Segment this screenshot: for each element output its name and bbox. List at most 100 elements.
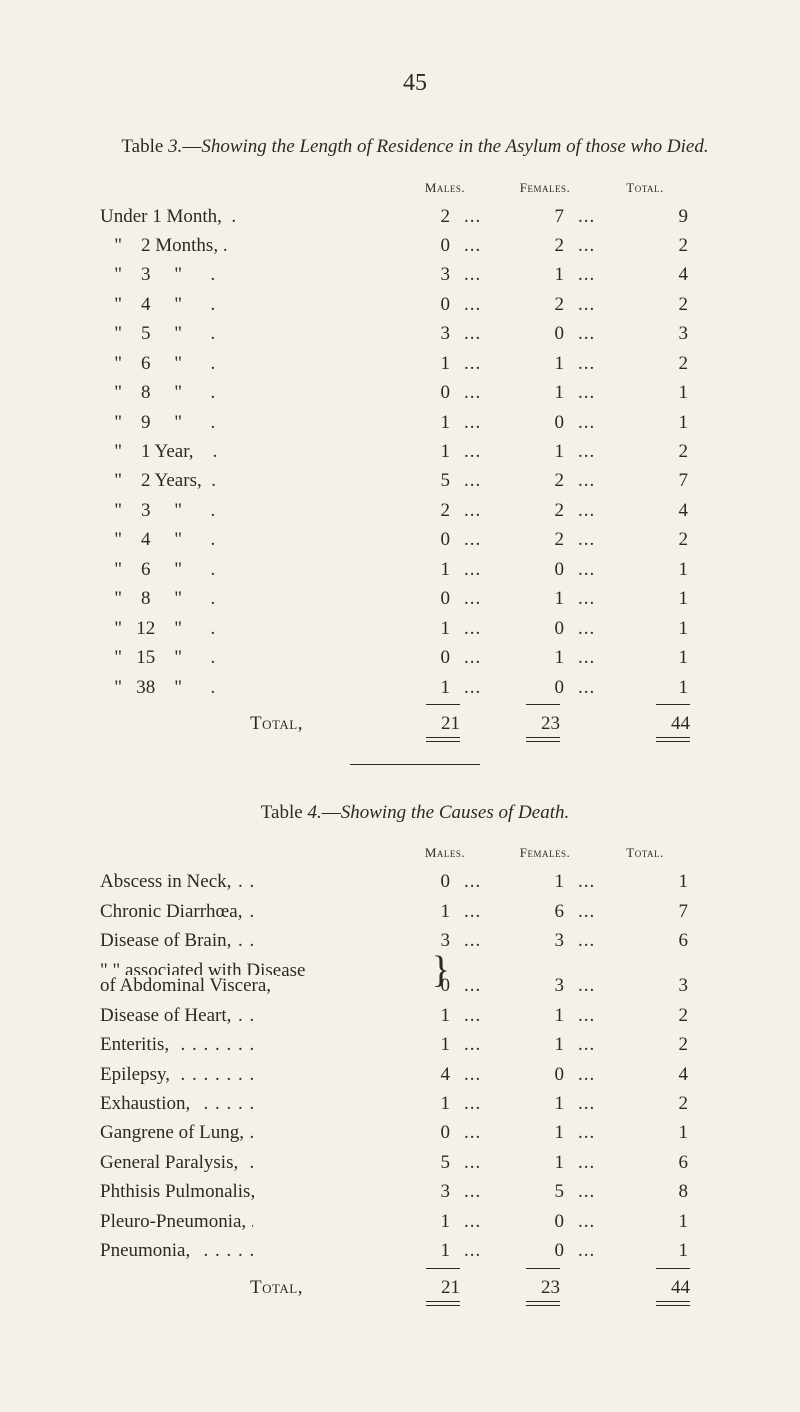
table-row: Exhaustion,1...1...2 [100, 1089, 730, 1118]
table4-rows-b: Disease of Heart,1...1...2Enteritis,1...… [100, 1001, 730, 1266]
row-males: 4 [400, 1060, 456, 1089]
table4-rule-bottom [100, 1301, 730, 1306]
dots: ... [570, 555, 628, 584]
row-males: 0 [400, 525, 456, 554]
row-total: 1 [628, 867, 688, 896]
dots: ... [570, 673, 628, 702]
row-label: Enteritis, [100, 1030, 400, 1059]
table4-title: Table 4.—Showing the Causes of Death. [100, 799, 730, 828]
row-label: " 9 " . [100, 408, 400, 437]
table3-total-label: Total, [100, 713, 400, 735]
table4-total-label: Total, [100, 1277, 400, 1299]
row-males: 0 [400, 1118, 456, 1147]
row-females: 1 [514, 1118, 570, 1147]
assoc-f: 3 [514, 971, 570, 1000]
dots: ... [570, 231, 628, 260]
dots: ... [570, 1177, 628, 1206]
dots: ... [456, 202, 514, 231]
table-row: General Paralysis,5...1...6 [100, 1148, 730, 1177]
dots: ... [570, 1148, 628, 1177]
row-total: 1 [628, 584, 688, 613]
row-females: 0 [514, 673, 570, 702]
row-total: 4 [628, 1060, 688, 1089]
dots: ... [456, 378, 514, 407]
table3-title: Table 3.—Showing the Length of Residence… [100, 133, 730, 162]
row-males: 0 [400, 231, 456, 260]
row-females: 0 [514, 614, 570, 643]
row-total: 4 [628, 496, 688, 525]
dots: ... [456, 971, 514, 1000]
table-row: " 3 " .2...2...4 [100, 496, 730, 525]
dots: ... [456, 867, 514, 896]
header-total: Total. [600, 180, 690, 196]
table-row: " 15 " .0...1...1 [100, 643, 730, 672]
table3-headers: Males. Females. Total. [100, 180, 730, 196]
row-label: Disease of Brain, [100, 926, 400, 955]
dots: ... [570, 926, 628, 955]
dots: ... [570, 1236, 628, 1265]
row-females: 1 [514, 1030, 570, 1059]
table4-headers: Males. Females. Total. [100, 845, 730, 861]
dots: ... [456, 897, 514, 926]
row-total: 2 [628, 231, 688, 260]
table-row: " 6 " .1...0...1 [100, 555, 730, 584]
row-label: Phthisis Pulmonalis, [100, 1177, 400, 1206]
row-males: 1 [400, 555, 456, 584]
dots: ... [570, 1089, 628, 1118]
row-males: 1 [400, 1030, 456, 1059]
row-total: 3 [628, 319, 688, 348]
dots: ... [570, 584, 628, 613]
dots: ... [570, 1001, 628, 1030]
row-total: 4 [628, 260, 688, 289]
row-label: General Paralysis, [100, 1148, 400, 1177]
dots: ... [570, 349, 628, 378]
row-label: " 8 " . [100, 378, 400, 407]
dots: ... [456, 496, 514, 525]
table4-rows-a: Abscess in Neck,0...1...1Chronic Diarrhœ… [100, 867, 730, 955]
table3-rule-bottom [100, 737, 730, 742]
row-males: 1 [400, 1001, 456, 1030]
header4-males: Males. [400, 845, 490, 861]
dots: ... [456, 319, 514, 348]
dots: ... [456, 1001, 514, 1030]
table-row: " 5 " .3...0...3 [100, 319, 730, 348]
row-total: 2 [628, 1089, 688, 1118]
row-males: 1 [400, 673, 456, 702]
row-females: 1 [514, 584, 570, 613]
row-total: 2 [628, 349, 688, 378]
row-total: 2 [628, 437, 688, 466]
assoc-line2-text: of Abdominal Viscera, [100, 975, 277, 996]
row-females: 1 [514, 1148, 570, 1177]
row-females: 0 [514, 1236, 570, 1265]
row-females: 2 [514, 231, 570, 260]
table3-rule-top [100, 704, 730, 705]
row-label: Under 1 Month, . [100, 202, 400, 231]
row-females: 2 [514, 290, 570, 319]
row-label: " 8 " . [100, 584, 400, 613]
dots: ... [456, 437, 514, 466]
header4-total: Total. [600, 845, 690, 861]
row-males: 5 [400, 466, 456, 495]
row-total: 2 [628, 1030, 688, 1059]
row-label: " 4 " . [100, 290, 400, 319]
table3-total-t: 44 [600, 713, 690, 735]
row-label: Epilepsy, [100, 1060, 400, 1089]
dots: ... [456, 643, 514, 672]
dots: ... [570, 1030, 628, 1059]
row-total: 1 [628, 643, 688, 672]
row-males: 0 [400, 867, 456, 896]
row-label: Disease of Heart, [100, 1001, 400, 1030]
row-total: 7 [628, 897, 688, 926]
row-label: " 2 Years, . [100, 466, 400, 495]
table4-total-f: 23 [500, 1277, 600, 1299]
dots: ... [456, 408, 514, 437]
row-label: " 15 " . [100, 643, 400, 672]
table-row: Disease of Heart,1...1...2 [100, 1001, 730, 1030]
row-females: 0 [514, 319, 570, 348]
table4-title-rest: Showing the Causes of Death. [341, 802, 570, 823]
dots: ... [570, 319, 628, 348]
table-row: Phthisis Pulmonalis,3...5...8 [100, 1177, 730, 1206]
dots: ... [570, 1207, 628, 1236]
table-row: Pleuro-Pneumonia,1...0...1 [100, 1207, 730, 1236]
table-row: " 38 " .1...0...1 [100, 673, 730, 702]
